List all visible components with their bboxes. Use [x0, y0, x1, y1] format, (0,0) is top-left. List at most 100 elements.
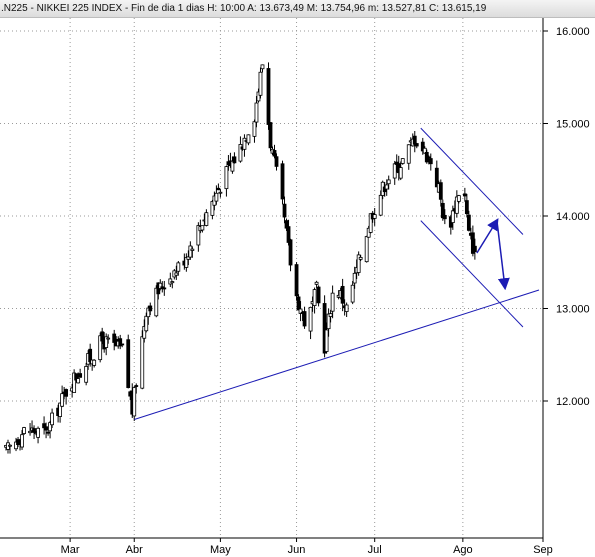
- candle-body: [258, 71, 263, 96]
- candle-body: [146, 307, 151, 318]
- candle-body: [78, 373, 83, 378]
- candle-body: [188, 245, 193, 258]
- arrow-down-annotation: [496, 220, 510, 291]
- y-axis-panel: [543, 18, 595, 557]
- candle-body: [324, 329, 329, 352]
- candles: [4, 62, 477, 454]
- candle-body: [174, 272, 179, 276]
- candle-body: [84, 366, 89, 383]
- candle-body: [28, 430, 32, 434]
- candle-body: [358, 257, 363, 260]
- candle-body: [46, 431, 50, 434]
- candle-body: [422, 147, 427, 154]
- candle-body: [42, 423, 46, 429]
- candle-body: [386, 179, 391, 185]
- candle-body: [356, 254, 361, 273]
- candle-body: [210, 201, 215, 216]
- candle-body: [134, 385, 139, 387]
- candle-body: [282, 203, 287, 218]
- candle-body: [454, 196, 459, 214]
- candle-body: [440, 202, 445, 219]
- candle-body: [126, 339, 131, 388]
- candle-body: [288, 239, 293, 266]
- candle-body: [196, 225, 201, 246]
- candle-body: [22, 427, 26, 434]
- candle-body: [272, 150, 277, 157]
- candle-body: [176, 262, 181, 272]
- instrument-info-text: .N225 - NIKKEI 225 INDEX - Fin de dia 1 …: [1, 3, 487, 14]
- candle-body: [426, 156, 431, 159]
- candle-body: [330, 292, 335, 312]
- candle-body: [118, 338, 123, 347]
- candle-body: [214, 192, 219, 202]
- candle-body: [442, 214, 447, 220]
- candle-body: [232, 156, 237, 164]
- candle-body: [352, 272, 357, 284]
- candle-body: [434, 167, 439, 188]
- candle-body: [328, 313, 333, 317]
- candle-body: [142, 326, 147, 339]
- candle-body: [450, 210, 455, 223]
- candle-body: [286, 226, 291, 243]
- candle-body: [316, 286, 321, 304]
- candle-body: [298, 308, 303, 314]
- candle-body: [92, 359, 97, 366]
- candle-body: [72, 372, 77, 393]
- candle-body: [158, 282, 163, 289]
- candle-body: [420, 141, 425, 152]
- x-tick-label: Ago: [453, 544, 473, 556]
- candle-body: [256, 91, 261, 102]
- candle-body: [106, 337, 111, 340]
- candle-body: [50, 412, 54, 426]
- candle-body: [162, 287, 167, 290]
- candle-body: [470, 232, 475, 254]
- candle-body: [218, 191, 223, 194]
- candle-body: [148, 305, 153, 312]
- candle-body: [8, 444, 12, 447]
- candle-body: [350, 284, 355, 303]
- y-tick-label: 13.000: [556, 304, 590, 316]
- candle-body: [224, 166, 229, 190]
- candle-body: [344, 304, 349, 312]
- y-tick-label: 16.000: [556, 26, 590, 38]
- chart-header-bar: .N225 - NIKKEI 225 INDEX - Fin de dia 1 …: [0, 0, 595, 18]
- candle-body: [204, 212, 209, 226]
- candle-body: [368, 213, 373, 233]
- candle-body: [44, 426, 48, 431]
- candle-body: [462, 193, 467, 197]
- candle-body: [132, 387, 137, 417]
- candle-body: [60, 393, 65, 407]
- arrow-up-annotation: [476, 218, 499, 254]
- candle-body: [254, 102, 259, 123]
- candle-body: [378, 194, 383, 216]
- candle-body: [322, 303, 327, 354]
- candle-body: [252, 121, 257, 137]
- candle-body: [294, 264, 299, 297]
- candle-body: [414, 143, 419, 147]
- candle-body: [48, 422, 52, 432]
- candle-body: [428, 158, 433, 165]
- candle-body: [20, 434, 24, 448]
- candle-body: [104, 336, 109, 348]
- x-tick-label: Jul: [368, 544, 382, 556]
- candle-body: [140, 336, 145, 389]
- candle-body: [36, 427, 40, 438]
- candle-body: [372, 214, 377, 219]
- candle-body: [58, 402, 63, 417]
- candle-body: [266, 68, 271, 125]
- candle-body: [472, 245, 477, 253]
- candle-body: [384, 184, 389, 190]
- candle-body: [190, 248, 195, 251]
- candle-body: [200, 225, 205, 231]
- candle-body: [120, 343, 125, 346]
- candle-body: [340, 285, 345, 304]
- candle-body: [466, 214, 471, 231]
- candle-body: [456, 195, 461, 202]
- candle-body: [284, 220, 289, 229]
- candle-body: [98, 335, 103, 361]
- candle-body: [406, 144, 411, 164]
- candle-body: [392, 163, 397, 179]
- candle-body: [302, 311, 307, 327]
- candle-body: [280, 163, 285, 200]
